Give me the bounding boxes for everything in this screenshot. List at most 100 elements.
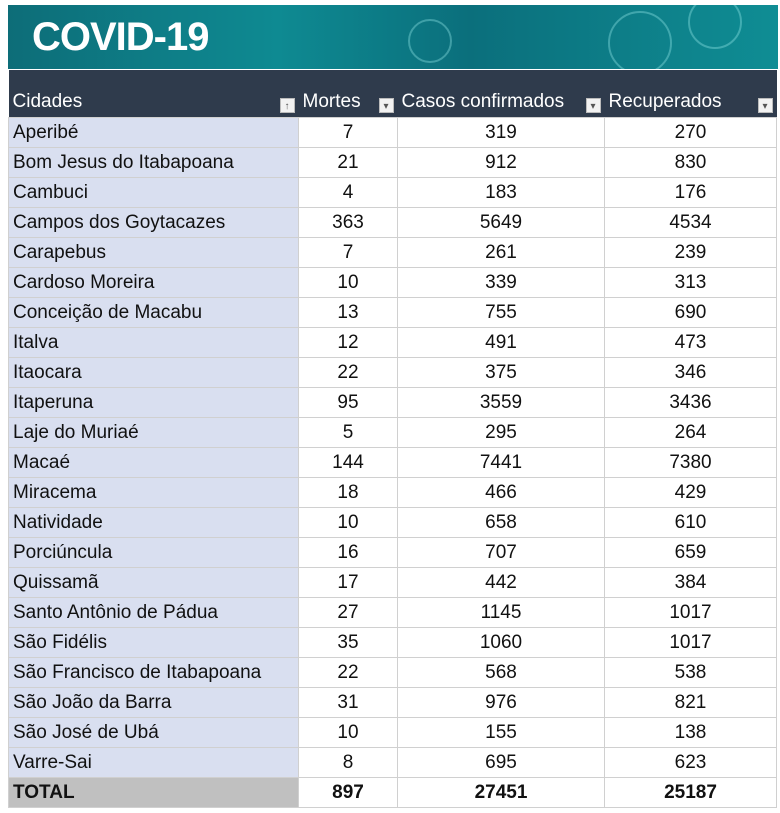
casos-cell[interactable]: 27451 <box>397 777 605 808</box>
mortes-cell[interactable]: 7 <box>298 237 398 268</box>
city-cell[interactable]: Aperibé <box>8 117 299 148</box>
mortes-cell[interactable]: 5 <box>298 417 398 448</box>
city-cell[interactable]: Conceição de Macabu <box>8 297 299 328</box>
recuperados-cell[interactable]: 176 <box>604 177 777 208</box>
city-cell[interactable]: Natividade <box>8 507 299 538</box>
city-cell[interactable]: Laje do Muriaé <box>8 417 299 448</box>
casos-cell[interactable]: 295 <box>397 417 605 448</box>
filter-dropdown-icon[interactable]: ▾ <box>378 98 394 113</box>
casos-cell[interactable]: 442 <box>397 567 605 598</box>
filter-dropdown-icon[interactable]: ▾ <box>585 98 601 113</box>
casos-cell[interactable]: 695 <box>397 747 605 778</box>
city-cell[interactable]: Varre-Sai <box>8 747 299 778</box>
casos-cell[interactable]: 3559 <box>397 387 605 418</box>
mortes-cell[interactable]: 10 <box>298 717 398 748</box>
city-cell[interactable]: TOTAL <box>8 777 299 808</box>
mortes-cell[interactable]: 363 <box>298 207 398 238</box>
city-cell[interactable]: Italva <box>8 327 299 358</box>
casos-cell[interactable]: 707 <box>397 537 605 568</box>
mortes-cell[interactable]: 27 <box>298 597 398 628</box>
mortes-cell[interactable]: 8 <box>298 747 398 778</box>
casos-cell[interactable]: 261 <box>397 237 605 268</box>
mortes-cell[interactable]: 10 <box>298 507 398 538</box>
mortes-cell[interactable]: 31 <box>298 687 398 718</box>
mortes-cell[interactable]: 95 <box>298 387 398 418</box>
casos-cell[interactable]: 375 <box>397 357 605 388</box>
mortes-cell[interactable]: 7 <box>298 117 398 148</box>
recuperados-cell[interactable]: 346 <box>604 357 777 388</box>
city-cell[interactable]: São João da Barra <box>8 687 299 718</box>
sort-ascending-icon[interactable]: ↑ <box>279 98 295 113</box>
header-recuperados[interactable]: Recuperados ▾ <box>604 70 777 118</box>
recuperados-cell[interactable]: 623 <box>604 747 777 778</box>
casos-cell[interactable]: 7441 <box>397 447 605 478</box>
recuperados-cell[interactable]: 1017 <box>604 627 777 658</box>
casos-cell[interactable]: 466 <box>397 477 605 508</box>
city-cell[interactable]: Bom Jesus do Itabapoana <box>8 147 299 178</box>
mortes-cell[interactable]: 12 <box>298 327 398 358</box>
casos-cell[interactable]: 183 <box>397 177 605 208</box>
mortes-cell[interactable]: 4 <box>298 177 398 208</box>
city-cell[interactable]: Macaé <box>8 447 299 478</box>
header-casos[interactable]: Casos confirmados ▾ <box>397 70 605 118</box>
recuperados-cell[interactable]: 610 <box>604 507 777 538</box>
recuperados-cell[interactable]: 25187 <box>604 777 777 808</box>
casos-cell[interactable]: 755 <box>397 297 605 328</box>
mortes-cell[interactable]: 16 <box>298 537 398 568</box>
casos-cell[interactable]: 1060 <box>397 627 605 658</box>
recuperados-cell[interactable]: 690 <box>604 297 777 328</box>
city-cell[interactable]: Miracema <box>8 477 299 508</box>
recuperados-cell[interactable]: 659 <box>604 537 777 568</box>
city-cell[interactable]: Santo Antônio de Pádua <box>8 597 299 628</box>
recuperados-cell[interactable]: 239 <box>604 237 777 268</box>
city-cell[interactable]: Itaocara <box>8 357 299 388</box>
mortes-cell[interactable]: 22 <box>298 357 398 388</box>
casos-cell[interactable]: 155 <box>397 717 605 748</box>
casos-cell[interactable]: 568 <box>397 657 605 688</box>
recuperados-cell[interactable]: 270 <box>604 117 777 148</box>
casos-cell[interactable]: 976 <box>397 687 605 718</box>
recuperados-cell[interactable]: 473 <box>604 327 777 358</box>
mortes-cell[interactable]: 35 <box>298 627 398 658</box>
casos-cell[interactable]: 491 <box>397 327 605 358</box>
city-cell[interactable]: Porciúncula <box>8 537 299 568</box>
recuperados-cell[interactable]: 384 <box>604 567 777 598</box>
mortes-cell[interactable]: 897 <box>298 777 398 808</box>
recuperados-cell[interactable]: 830 <box>604 147 777 178</box>
recuperados-cell[interactable]: 138 <box>604 717 777 748</box>
recuperados-cell[interactable]: 1017 <box>604 597 777 628</box>
city-cell[interactable]: São José de Ubá <box>8 717 299 748</box>
header-cidades[interactable]: Cidades ↑ <box>8 70 299 118</box>
city-cell[interactable]: São Fidélis <box>8 627 299 658</box>
mortes-cell[interactable]: 10 <box>298 267 398 298</box>
casos-cell[interactable]: 658 <box>397 507 605 538</box>
recuperados-cell[interactable]: 538 <box>604 657 777 688</box>
city-cell[interactable]: Quissamã <box>8 567 299 598</box>
city-cell[interactable]: Campos dos Goytacazes <box>8 207 299 238</box>
mortes-cell[interactable]: 18 <box>298 477 398 508</box>
recuperados-cell[interactable]: 7380 <box>604 447 777 478</box>
recuperados-cell[interactable]: 264 <box>604 417 777 448</box>
header-mortes[interactable]: Mortes ▾ <box>298 70 398 118</box>
recuperados-cell[interactable]: 313 <box>604 267 777 298</box>
recuperados-cell[interactable]: 821 <box>604 687 777 718</box>
casos-cell[interactable]: 1145 <box>397 597 605 628</box>
mortes-cell[interactable]: 144 <box>298 447 398 478</box>
city-cell[interactable]: Cambuci <box>8 177 299 208</box>
city-cell[interactable]: Cardoso Moreira <box>8 267 299 298</box>
mortes-cell[interactable]: 17 <box>298 567 398 598</box>
mortes-cell[interactable]: 13 <box>298 297 398 328</box>
casos-cell[interactable]: 912 <box>397 147 605 178</box>
recuperados-cell[interactable]: 3436 <box>604 387 777 418</box>
city-cell[interactable]: Itaperuna <box>8 387 299 418</box>
city-cell[interactable]: São Francisco de Itabapoana <box>8 657 299 688</box>
recuperados-cell[interactable]: 429 <box>604 477 777 508</box>
casos-cell[interactable]: 5649 <box>397 207 605 238</box>
recuperados-cell[interactable]: 4534 <box>604 207 777 238</box>
city-cell[interactable]: Carapebus <box>8 237 299 268</box>
mortes-cell[interactable]: 22 <box>298 657 398 688</box>
filter-dropdown-icon[interactable]: ▾ <box>757 98 773 113</box>
mortes-cell[interactable]: 21 <box>298 147 398 178</box>
casos-cell[interactable]: 319 <box>397 117 605 148</box>
casos-cell[interactable]: 339 <box>397 267 605 298</box>
